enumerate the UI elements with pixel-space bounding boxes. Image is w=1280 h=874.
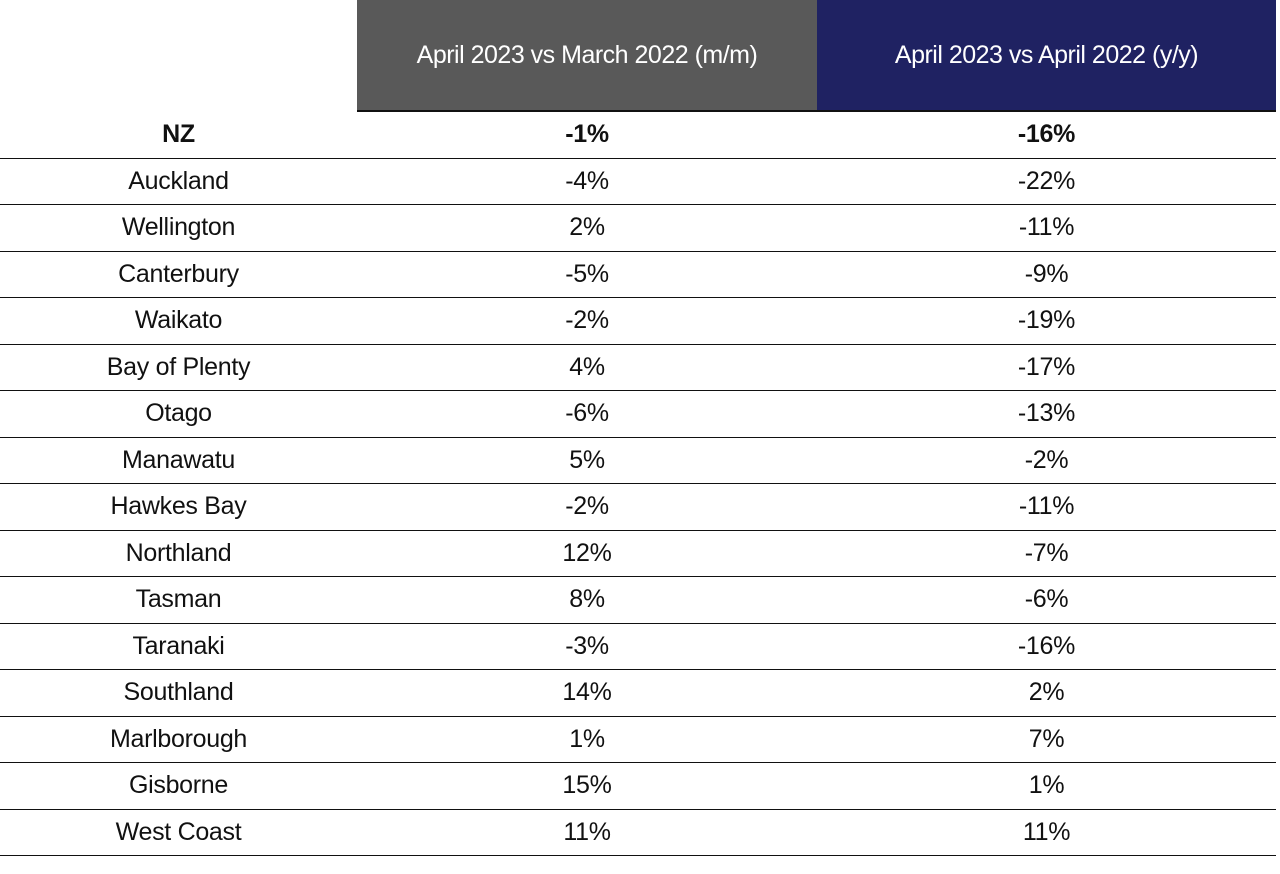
- header-mm: April 2023 vs March 2022 (m/m): [357, 0, 817, 111]
- region-cell: Otago: [145, 399, 212, 428]
- region-cell: Auckland: [128, 166, 229, 195]
- region-cell: Waikato: [134, 306, 223, 335]
- table-row: Marlborough 1% 7%: [0, 717, 1276, 763]
- table-row: Auckland -4% -22%: [0, 159, 1276, 205]
- yy-cell: -11%: [1018, 492, 1075, 521]
- table-row-total: NZ -1% -16%: [0, 112, 1276, 159]
- mm-cell: -3%: [565, 631, 609, 660]
- region-cell: Northland: [125, 538, 232, 567]
- region-cell: Southland: [123, 678, 234, 707]
- yy-cell: -13%: [1017, 399, 1076, 428]
- yy-cell: -6%: [1024, 585, 1069, 614]
- table-row: Tasman 8% -6%: [0, 577, 1276, 624]
- region-cell: Canterbury: [118, 259, 239, 288]
- mm-cell: 1%: [569, 724, 605, 753]
- table-row: Manawatu 5% -2%: [0, 438, 1276, 484]
- yy-cell: -22%: [1017, 166, 1076, 195]
- yy-cell: -19%: [1017, 306, 1076, 335]
- yy-cell: 2%: [1028, 678, 1065, 707]
- table-row: Canterbury -5% -9%: [0, 252, 1276, 298]
- table-row: Wellington 2% -11%: [0, 205, 1276, 252]
- table-row: Waikato -2% -19%: [0, 298, 1276, 345]
- region-cell: Hawkes Bay: [110, 492, 247, 521]
- table-row: Hawkes Bay -2% -11%: [0, 484, 1276, 531]
- yy-cell: -17%: [1017, 352, 1076, 381]
- yy-cell: -16%: [1017, 120, 1076, 149]
- yy-cell: -9%: [1024, 259, 1069, 288]
- region-cell: Bay of Plenty: [106, 352, 251, 381]
- table-body: NZ -1% -16% Auckland -4% -22% Wellington 2% -11%…: [0, 112, 1276, 856]
- yy-cell: -11%: [1018, 213, 1075, 242]
- table-row: Taranaki -3% -16%: [0, 624, 1276, 670]
- yy-cell: -2%: [1024, 445, 1069, 474]
- table-row: Gisborne 15% 1%: [0, 763, 1276, 810]
- mm-cell: -5%: [565, 259, 609, 288]
- yy-cell: -16%: [1017, 631, 1076, 660]
- mm-cell: 5%: [569, 445, 605, 474]
- region-cell: Taranaki: [132, 631, 225, 660]
- mm-cell: -2%: [565, 492, 609, 521]
- region-cell: Tasman: [135, 585, 222, 614]
- yy-cell: 11%: [1022, 817, 1071, 846]
- mm-cell: 11%: [563, 817, 611, 846]
- header-divider: [357, 110, 1276, 112]
- table-row: Otago -6% -13%: [0, 391, 1276, 438]
- mm-cell: -4%: [565, 166, 609, 195]
- yy-cell: 1%: [1028, 771, 1065, 800]
- table-row: Bay of Plenty 4% -17%: [0, 345, 1276, 391]
- mm-cell: 8%: [569, 585, 605, 614]
- region-cell: Gisborne: [128, 771, 229, 800]
- region-cell: Manawatu: [122, 445, 235, 474]
- mm-cell: 14%: [562, 678, 612, 707]
- region-cell: West Coast: [115, 817, 242, 846]
- mm-cell: 12%: [562, 538, 612, 567]
- mm-cell: 4%: [569, 352, 605, 381]
- yy-cell: 7%: [1028, 724, 1065, 753]
- table-row: Northland 12% -7%: [0, 531, 1276, 577]
- yy-cell: -7%: [1024, 538, 1069, 567]
- mm-cell: -1%: [565, 120, 609, 149]
- region-cell: Marlborough: [109, 724, 248, 753]
- mm-cell: -2%: [565, 306, 609, 335]
- table-row: Southland 14% 2%: [0, 670, 1276, 717]
- mm-cell: -6%: [565, 399, 609, 428]
- header-yy: April 2023 vs April 2022 (y/y): [817, 0, 1276, 111]
- mm-cell: 2%: [569, 213, 605, 242]
- mm-cell: 15%: [562, 771, 612, 800]
- table-row: West Coast 11% 11%: [0, 810, 1276, 856]
- region-cell: NZ: [162, 120, 195, 149]
- region-cell: Wellington: [121, 213, 236, 242]
